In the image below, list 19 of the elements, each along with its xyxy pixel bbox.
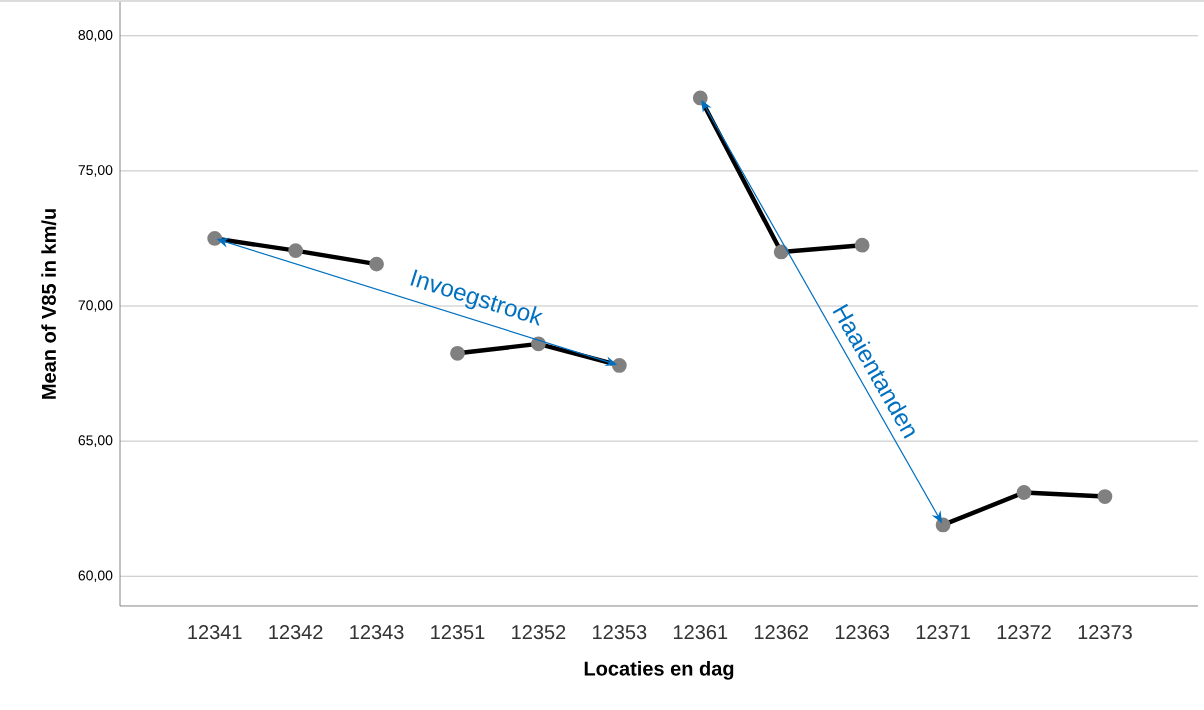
y-tick-label: 60,00: [78, 570, 113, 583]
x-tick-label: 12373: [1078, 625, 1132, 640]
x-tick-label: 12352: [512, 625, 566, 640]
x-tick-label: 12353: [593, 625, 647, 640]
x-tick-label: 12342: [269, 625, 323, 640]
y-tick-label: 70,00: [78, 300, 113, 312]
y-axis-title: Mean of V85 in km/u: [41, 209, 57, 399]
x-tick-label: 12363: [835, 625, 890, 640]
x-tick-label: 12341: [188, 625, 242, 640]
x-tick-label: 12372: [997, 625, 1051, 640]
y-tick-label: 75,00: [78, 165, 113, 177]
x-tick-label: 12351: [431, 625, 485, 640]
y-tick-label: 80,00: [78, 30, 113, 42]
x-tick-label: 12343: [350, 625, 404, 640]
x-tick-label: 12361: [674, 625, 728, 640]
y-tick-label: 65,00: [78, 435, 113, 447]
x-tick-label: 12362: [754, 625, 809, 640]
x-axis-title: Locaties en dag: [584, 660, 734, 680]
x-tick-label: 12371: [916, 625, 970, 640]
